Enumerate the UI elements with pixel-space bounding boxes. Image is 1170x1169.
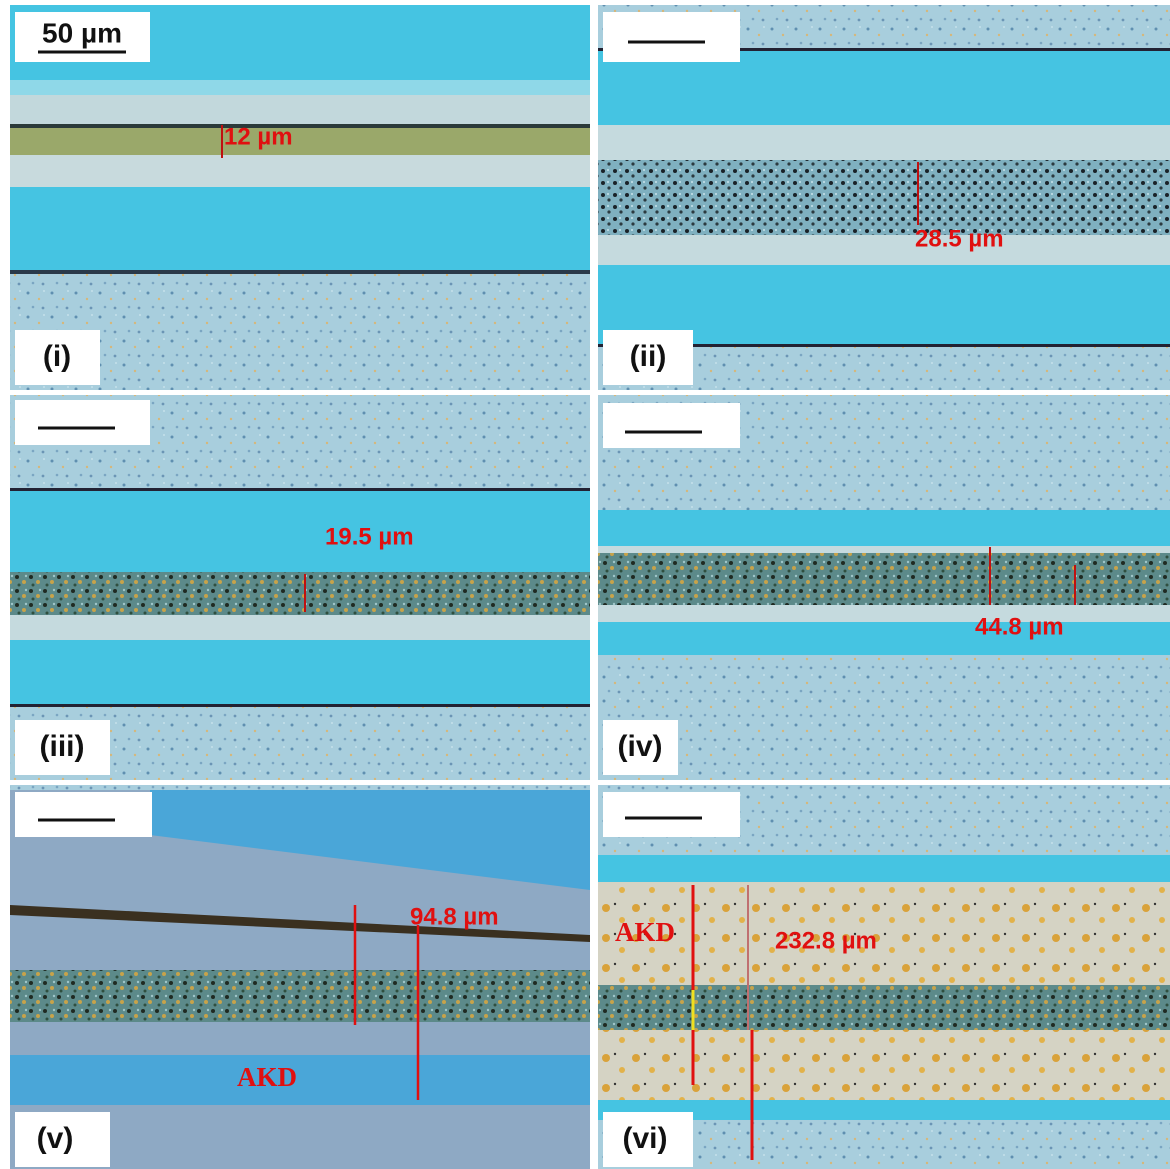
texture <box>10 785 590 790</box>
edge <box>10 488 590 491</box>
measurement: 28.5 µm <box>915 225 1004 252</box>
edge <box>10 270 590 274</box>
measurement: 12 µm <box>224 123 293 150</box>
band <box>598 605 1170 622</box>
band <box>10 572 590 615</box>
scale-box <box>15 400 150 445</box>
band <box>10 1055 590 1105</box>
panel-label: (ii) <box>630 340 667 373</box>
band <box>598 882 1170 985</box>
band <box>598 125 1170 160</box>
scale-box <box>603 12 740 62</box>
band <box>598 510 1170 546</box>
page: html,body{margin:0;padding:0;background:… <box>0 0 1170 1169</box>
band <box>10 187 590 270</box>
scale-box <box>603 792 740 837</box>
band <box>10 80 590 95</box>
band <box>598 235 1170 265</box>
band <box>598 160 1170 235</box>
band <box>10 128 590 155</box>
band <box>10 155 590 187</box>
panel-6: 232.8 µm AKD (vi) <box>598 785 1170 1169</box>
panel-label: (v) <box>37 1122 74 1155</box>
panel-label: (iii) <box>40 730 85 763</box>
band <box>10 490 590 572</box>
band <box>10 95 590 125</box>
band <box>598 985 1170 1030</box>
measurement: 232.8 µm <box>775 927 877 954</box>
scale-bar-label: 50 µm <box>42 17 122 48</box>
band <box>598 1030 1170 1100</box>
scale-box <box>15 792 152 837</box>
measurement: 19.5 µm <box>325 523 414 550</box>
panel-1: 12 µm 50 µm (i) <box>10 5 590 390</box>
measurement: 44.8 µm <box>975 613 1064 640</box>
band <box>598 553 1170 605</box>
body: {"panels":[{"label":"(i)","scale_bar":"5… <box>0 0 1170 1169</box>
band <box>10 640 590 705</box>
panel-label: (vi) <box>623 1122 668 1155</box>
panel-2: 28.5 µm (ii) <box>598 5 1170 390</box>
figure: 12 µm 50 µm (i) 28.5 µm (ii) 19.5 µm (ii… <box>0 0 1170 1169</box>
panel-label: (i) <box>43 340 71 373</box>
panel-5: 94.8 µm AKD (v) <box>10 785 590 1169</box>
panel-3: 19.5 µm (iii) <box>10 395 590 780</box>
band <box>10 615 590 640</box>
band <box>10 970 590 1022</box>
annotation: AKD <box>237 1062 297 1092</box>
band <box>598 855 1170 882</box>
edge <box>10 124 590 128</box>
panel-4: 44.8 µm (iv) <box>598 395 1170 780</box>
panel-label: (iv) <box>618 730 663 763</box>
edge <box>10 704 590 707</box>
measurement: 94.8 µm <box>410 903 499 930</box>
scale-box <box>603 403 740 448</box>
band <box>598 622 1170 655</box>
annotation: AKD <box>615 917 675 947</box>
